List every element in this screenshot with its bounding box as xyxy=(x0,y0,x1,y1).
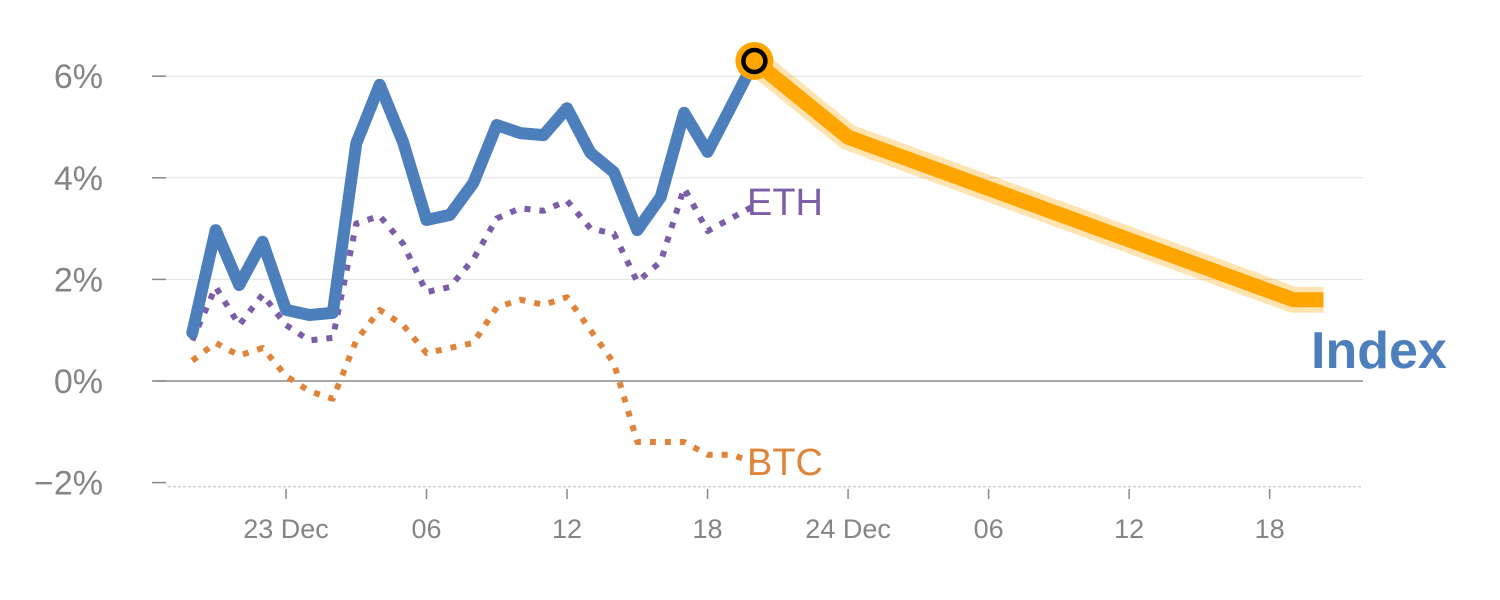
y-tick-label: 2% xyxy=(54,261,103,299)
x-tick-label: 18 xyxy=(1255,514,1285,544)
x-tick-label: 12 xyxy=(552,514,582,544)
current-point-marker xyxy=(741,47,768,75)
x-tick-label: 18 xyxy=(693,514,723,544)
series-line-btc xyxy=(190,294,756,466)
x-tick-label: 06 xyxy=(974,514,1004,544)
label-eth: ETH xyxy=(747,182,823,224)
y-axis: 6% 4% 2% 0% −2% xyxy=(34,58,166,503)
x-tick-label: 12 xyxy=(1114,514,1144,544)
label-btc: BTC xyxy=(747,442,823,484)
series-line-index xyxy=(186,55,761,339)
y-tick-label: 4% xyxy=(54,160,103,198)
forecast-line-index xyxy=(749,55,1324,308)
y-tick-label: 6% xyxy=(54,58,103,96)
x-tick-label: 23 Dec xyxy=(243,514,329,544)
x-tick-label: 24 Dec xyxy=(805,514,891,544)
label-index: Index xyxy=(1311,322,1447,380)
series-lines xyxy=(186,41,1324,466)
y-tick-label: −2% xyxy=(34,465,103,503)
x-axis: 23 Dec 06 12 18 24 Dec 06 12 18 xyxy=(243,489,1285,544)
x-tick-label: 06 xyxy=(411,514,441,544)
forecast-halo xyxy=(746,50,1324,313)
series-labels: ETH BTC Index xyxy=(747,182,1447,484)
y-tick-label: 0% xyxy=(54,363,103,401)
